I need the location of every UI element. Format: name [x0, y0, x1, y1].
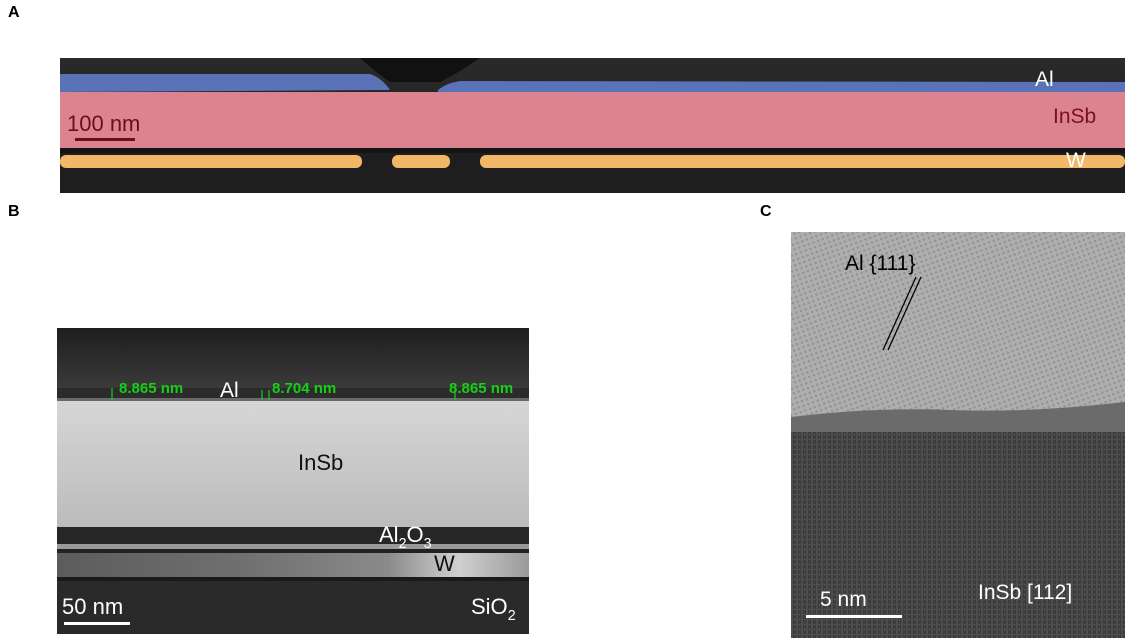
b-label-w: W [434, 551, 455, 576]
c-al-region [791, 232, 1125, 432]
b-label-al2o3: Al2O3 [379, 522, 432, 552]
panel-letter-a: A [8, 4, 20, 21]
insb-layer [60, 92, 1125, 148]
panel-a-label-al: Al [1035, 68, 1054, 91]
b-sio2-layer [57, 581, 529, 634]
panel-a-label-insb: InSb [1053, 105, 1097, 128]
c-scale-bar [806, 615, 902, 618]
panel-letter-b: B [8, 203, 20, 220]
b-label-sio2: SiO2 [471, 594, 516, 624]
b-w-layer [57, 553, 529, 577]
panel-letter-c: C [760, 203, 772, 220]
b-label-insb: InSb [298, 450, 344, 475]
b-scale-label: 50 nm [62, 594, 124, 619]
b-measurement-2: 8.704 nm [272, 380, 337, 397]
w-layer-right [480, 155, 1125, 168]
c-label-al-planes: Al {111} [845, 252, 916, 275]
b-label-al: Al [220, 379, 239, 402]
w-layer-middle [392, 155, 450, 168]
c-insb-region [791, 432, 1125, 638]
w-layer-left [60, 155, 362, 168]
panel-b-stem-image: 8.865 nm 8.704 nm 8.865 nm Al InSb Al2O3… [57, 328, 529, 634]
c-label-insb-direction: InSb [112] [978, 581, 1073, 604]
panel-c-lattice [791, 232, 1125, 638]
panel-a-sem-image: Al InSb W 100 nm [60, 58, 1125, 193]
panel-c-hrtem-image: Al {111} InSb [112] 5 nm [791, 232, 1125, 638]
b-measurement-1: 8.865 nm [119, 380, 184, 397]
panel-a-label-w: W [1066, 149, 1086, 172]
c-scale-label: 5 nm [820, 588, 867, 611]
panel-a-scale-bar [75, 138, 135, 141]
b-scale-bar [64, 622, 130, 625]
b-insb-layer [57, 401, 529, 527]
b-measurement-3: 8.865 nm [449, 380, 514, 397]
b-al2o3-layer [57, 527, 529, 545]
al-layer-right [438, 81, 1125, 92]
al-layer-left [60, 74, 390, 92]
panel-a-layers [60, 58, 1125, 193]
panel-b-layers [57, 328, 529, 634]
panel-a-scale-label: 100 nm [67, 111, 141, 136]
